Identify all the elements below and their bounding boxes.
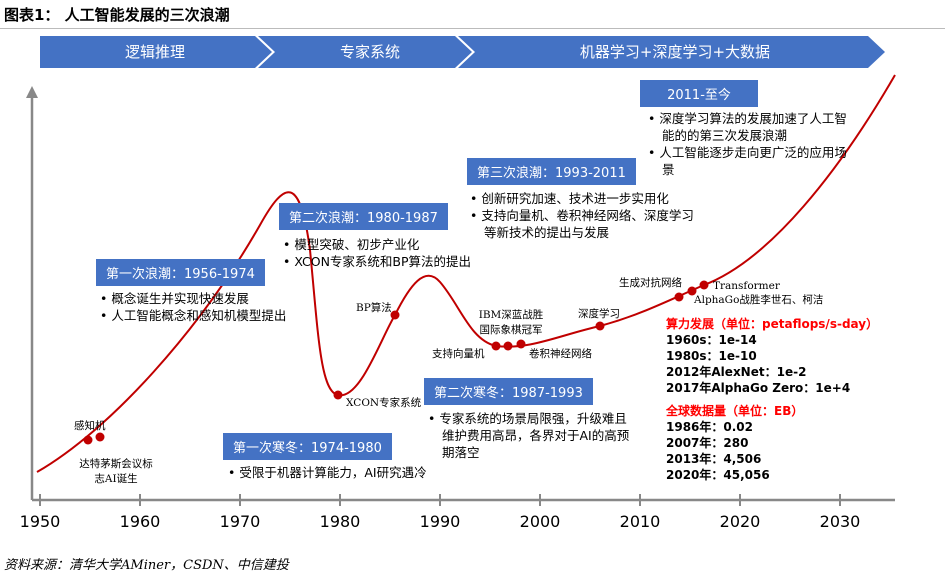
event-dot-dartmouth [95,432,105,442]
event-dot-alphago [687,286,697,296]
winter-2-bullets: • 专家系统的场景局限强，升级难且维护费用高昂，各界对于AI的高预期落空 [428,411,630,460]
event-transformer: Transformer [713,280,780,292]
event-dot-perceptron [83,435,93,445]
wave-3-bullets: • 创新研究加速、技术进一步实用化 • 支持向量机、卷积神经网络、深度学习等新技术… [470,191,694,240]
phase-expert-systems: 专家系统 [339,43,400,61]
y-axis-arrow [26,86,38,98]
event-dartmouth: 达特茅斯会议标志AI诞生 [79,458,153,485]
divider [0,28,945,29]
x-tick-label: 1960 [119,512,161,531]
phase-logic-reasoning: 逻辑推理 [124,43,185,61]
event-dot-svm [491,341,501,351]
event-svm: 支持向量机 [432,348,485,360]
wave-1-label: 第一次浪潮：1956-1974 [96,259,265,286]
winter-2-label: 第二次寒冬：1987-1993 [424,378,593,405]
winter-1-bullets: • 受限于机器计算能力，AI研究遇冷 [228,465,427,480]
phase-arrow-2 [258,36,472,68]
event-ibm: IBM深蓝战胜国际象棋冠军 [478,309,544,336]
x-tick-label: 1990 [419,512,461,531]
wave-1-bullets: • 概念诞生并实现快速发展 • 人工智能概念和感知机模型提出 [100,291,287,323]
compute-stats: 算力发展（单位：petaflops/s-day） 1960s：1e-14 1980… [666,317,879,395]
event-alphago: AlphaGo战胜李世石、柯洁 [694,294,824,306]
wave-2-label: 第二次浪潮：1980-1987 [279,203,448,230]
event-perceptron: 感知机 [74,420,106,432]
wave-3-label: 第三次浪潮：1993-2011 [467,158,636,185]
source-note: 资料来源：清华大学AMiner，CSDN、中信建投 [4,558,289,573]
event-dot-dl [595,321,605,331]
event-dot-cnn [516,339,526,349]
data-volume-stats: 全球数据量（单位：EB） 1986年：0.02 2007年：280 2013年：4,… [666,404,804,482]
event-cnn: 卷积神经网络 [529,348,592,360]
winter-1-label: 第一次寒冬：1974-1980 [223,433,392,460]
event-xcon: XCON专家系统 [346,397,422,409]
x-tick-label: 1950 [19,512,61,531]
x-tick-label: 2000 [519,512,561,531]
x-tick-label: 2030 [819,512,861,531]
x-tick-label: 1970 [219,512,261,531]
event-dot-ibm [503,341,513,351]
event-dot-xcon [333,390,343,400]
event-gan: 生成对抗网络 [619,277,682,289]
phase-arrow-3 [458,36,885,68]
event-dot-gan [674,292,684,302]
event-dot-transformer [699,280,709,290]
phase-arrow-1 [40,36,272,68]
wave-4-bullets: • 深度学习算法的发展加速了人工智能的的第三次发展浪潮 • 人工智能逐步走向更广泛… [648,111,847,177]
x-tick-label: 2020 [719,512,761,531]
figure-title: 图表1： 人工智能发展的三次浪潮 [4,6,230,24]
phase-ml-dl-bigdata: 机器学习+深度学习+大数据 [579,43,771,61]
wave-4-label: 2011-至今 [640,80,758,107]
event-bp: BP算法 [356,302,392,314]
x-tick-label: 1980 [319,512,361,531]
event-dot-bp [390,310,400,320]
wave-2-bullets: • 模型突破、初步产业化 • XCON专家系统和BP算法的提出 [283,237,472,269]
event-deep-learning: 深度学习 [578,308,620,320]
x-tick-label: 2010 [619,512,661,531]
